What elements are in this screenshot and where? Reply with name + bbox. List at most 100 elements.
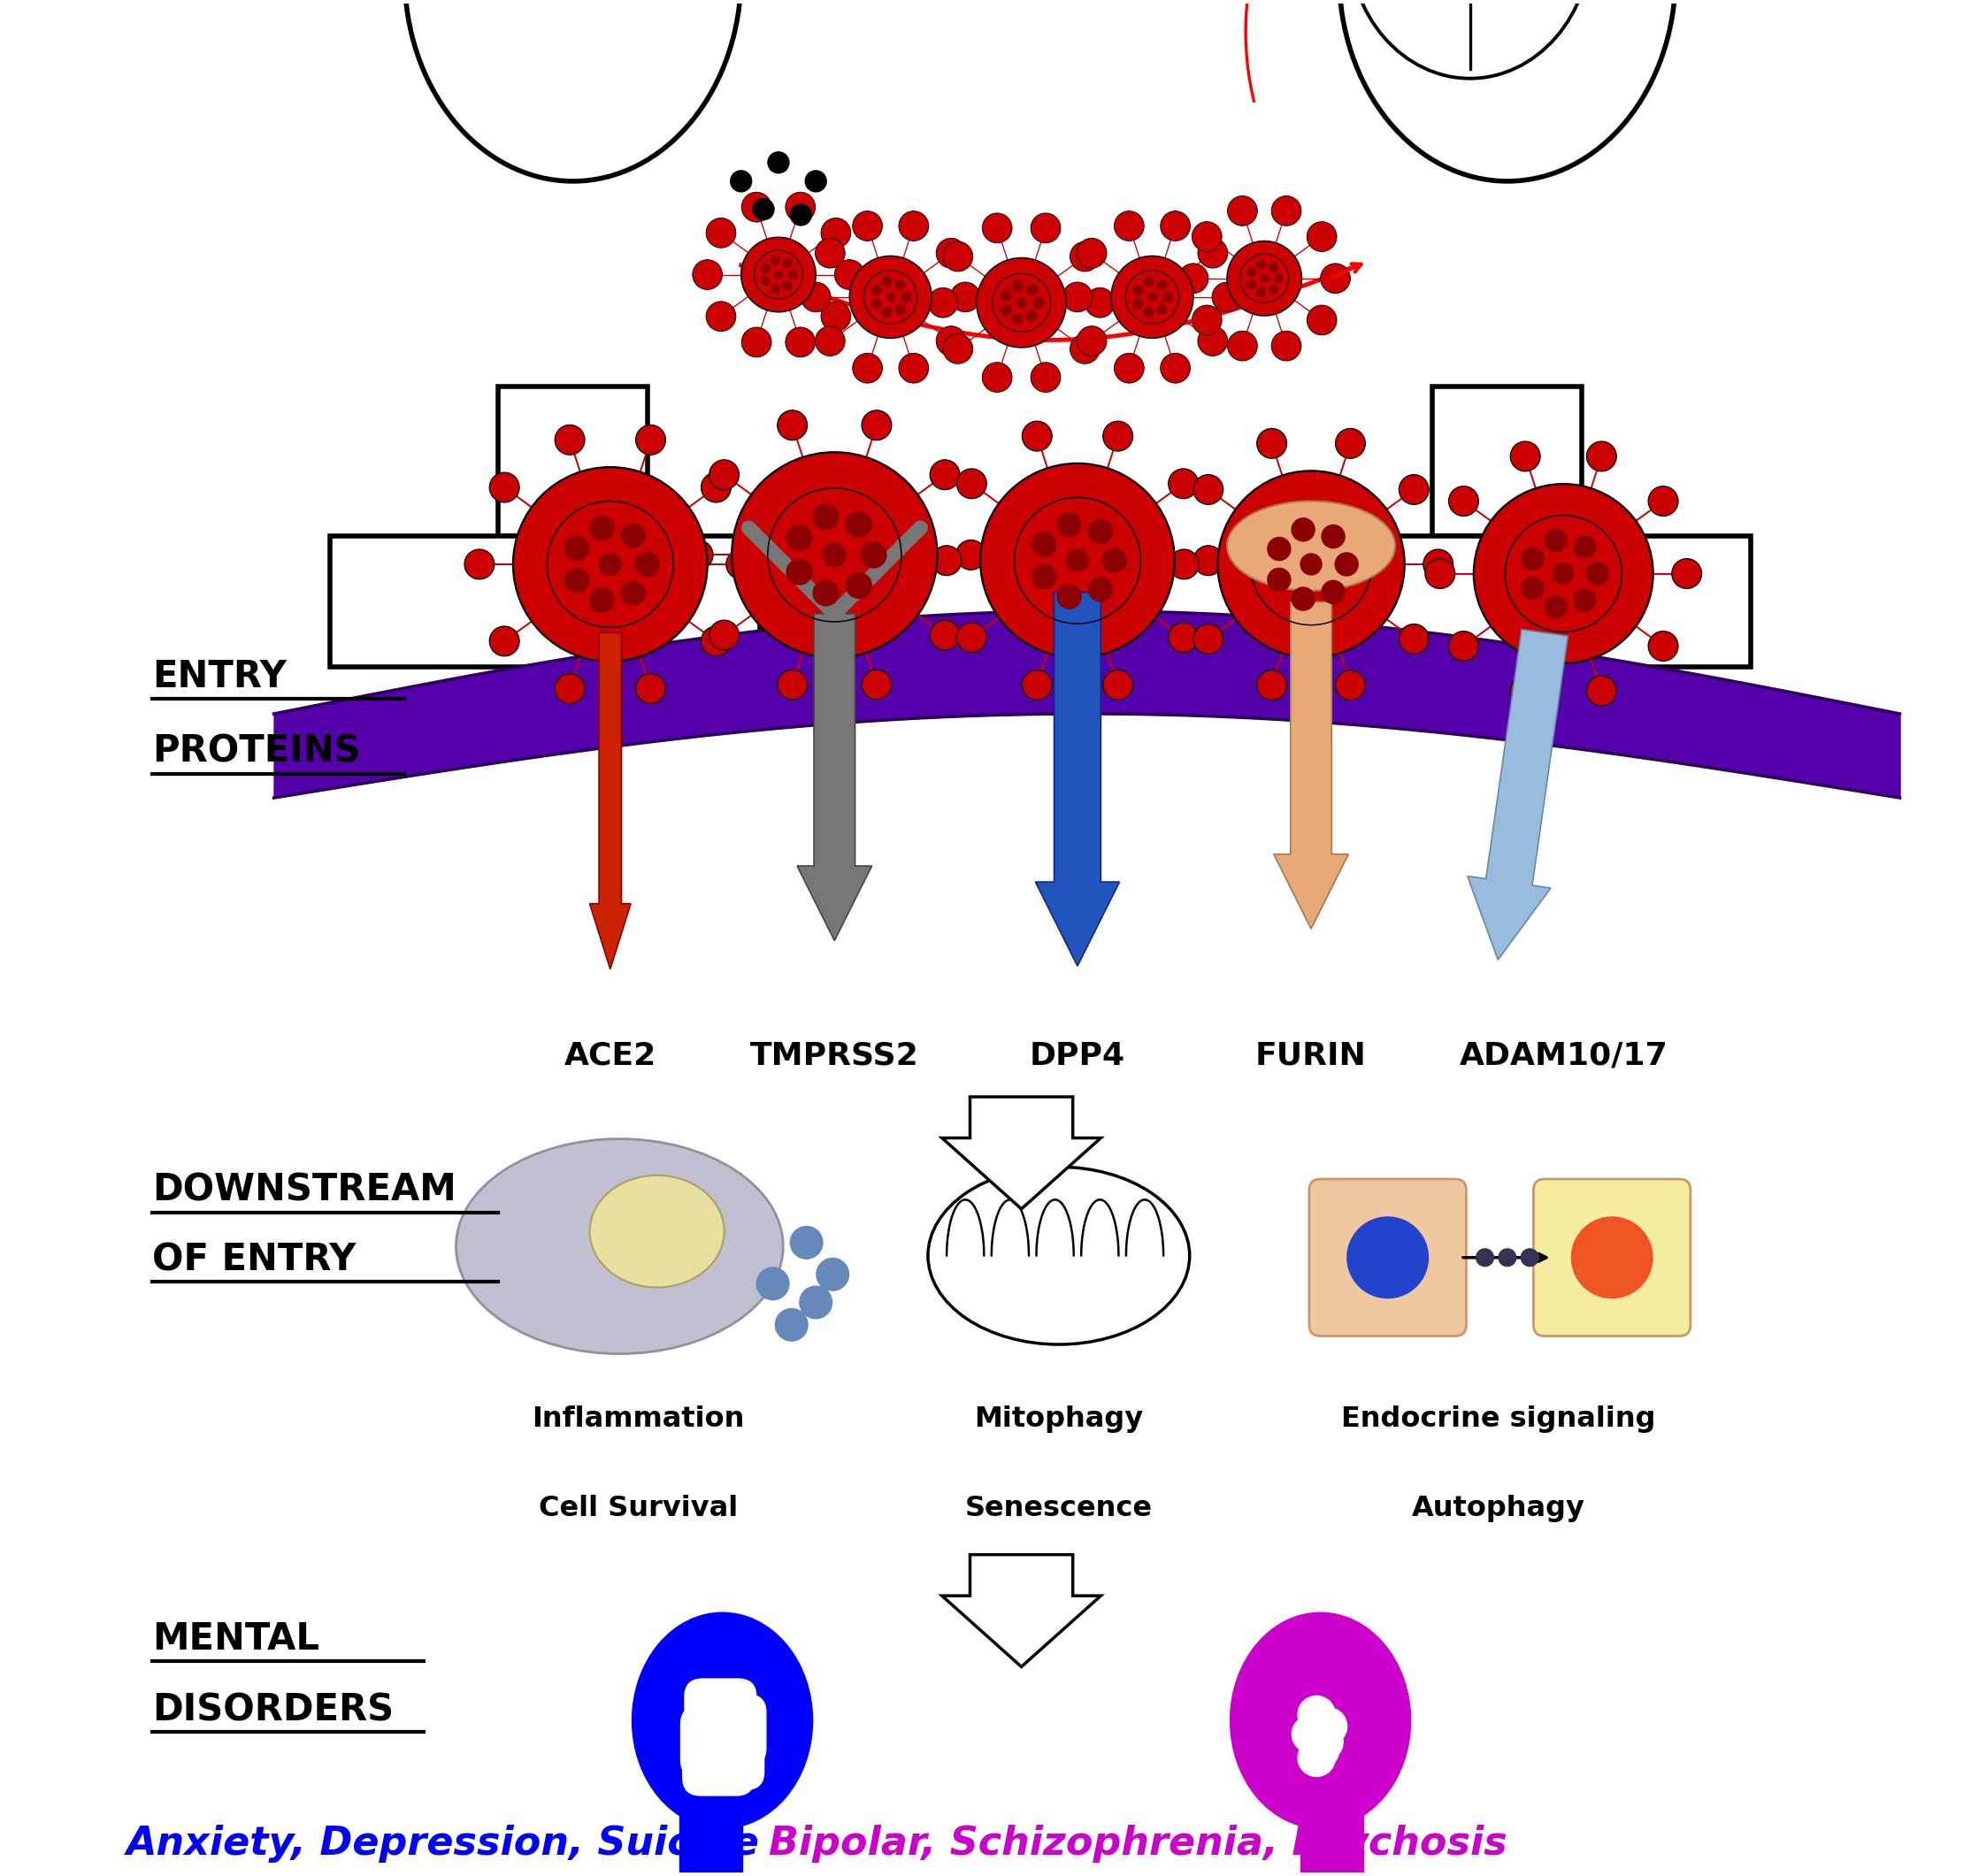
Circle shape: [1257, 428, 1287, 458]
Circle shape: [1161, 353, 1190, 383]
Circle shape: [999, 304, 1011, 315]
Circle shape: [871, 285, 881, 296]
Circle shape: [936, 238, 966, 268]
Circle shape: [928, 287, 958, 317]
Circle shape: [812, 503, 840, 531]
Text: TMPRSS2: TMPRSS2: [751, 1041, 918, 1071]
Circle shape: [930, 621, 960, 651]
Circle shape: [1192, 475, 1224, 505]
FancyBboxPatch shape: [692, 1718, 765, 1790]
Text: Cell Survival: Cell Survival: [538, 1495, 737, 1521]
Circle shape: [1346, 1216, 1429, 1298]
Text: Autophagy: Autophagy: [1411, 1495, 1585, 1521]
Ellipse shape: [1348, 0, 1591, 79]
Circle shape: [637, 426, 666, 454]
Circle shape: [706, 302, 735, 332]
Circle shape: [1336, 428, 1366, 458]
Circle shape: [1273, 274, 1283, 283]
Circle shape: [635, 552, 660, 578]
Circle shape: [1297, 1696, 1334, 1733]
Ellipse shape: [589, 1176, 723, 1287]
Circle shape: [741, 236, 816, 311]
Circle shape: [1423, 550, 1453, 580]
Circle shape: [1031, 362, 1060, 392]
Circle shape: [1571, 1216, 1654, 1298]
Circle shape: [729, 171, 753, 193]
Circle shape: [1522, 576, 1545, 600]
FancyBboxPatch shape: [680, 1705, 753, 1778]
Circle shape: [637, 673, 666, 704]
Circle shape: [846, 510, 873, 538]
Circle shape: [1267, 568, 1291, 591]
Circle shape: [741, 326, 771, 356]
Circle shape: [782, 281, 792, 291]
Ellipse shape: [455, 1139, 782, 1354]
Circle shape: [1023, 670, 1053, 700]
Circle shape: [1671, 559, 1701, 589]
Circle shape: [1027, 283, 1039, 295]
Circle shape: [942, 242, 974, 272]
Text: DISORDERS: DISORDERS: [152, 1692, 394, 1728]
Circle shape: [1076, 326, 1106, 356]
FancyBboxPatch shape: [682, 1724, 755, 1795]
Circle shape: [788, 270, 798, 280]
Text: FURIN: FURIN: [1256, 1041, 1366, 1071]
Circle shape: [1474, 484, 1654, 664]
Circle shape: [1192, 306, 1222, 336]
Circle shape: [712, 1717, 721, 1728]
Circle shape: [812, 580, 840, 606]
Circle shape: [1169, 550, 1198, 580]
Circle shape: [710, 460, 739, 490]
Circle shape: [784, 191, 816, 221]
Polygon shape: [499, 386, 648, 537]
Circle shape: [1305, 1724, 1342, 1762]
Circle shape: [1267, 537, 1291, 561]
Circle shape: [956, 540, 986, 570]
Circle shape: [589, 587, 615, 613]
Circle shape: [850, 255, 932, 338]
Circle shape: [1334, 552, 1358, 576]
Circle shape: [1104, 670, 1133, 700]
Circle shape: [1114, 210, 1143, 240]
Circle shape: [895, 280, 905, 291]
Text: DPP4: DPP4: [1029, 1041, 1125, 1071]
Circle shape: [564, 568, 589, 593]
Circle shape: [786, 559, 812, 585]
Circle shape: [1031, 565, 1056, 589]
Circle shape: [1169, 623, 1198, 653]
Circle shape: [1399, 475, 1429, 505]
Circle shape: [1133, 298, 1143, 310]
Circle shape: [741, 191, 771, 221]
Circle shape: [956, 469, 987, 499]
Circle shape: [786, 525, 812, 552]
FancyBboxPatch shape: [694, 1694, 767, 1767]
Text: Mitophagy: Mitophagy: [974, 1405, 1143, 1433]
Circle shape: [1259, 274, 1269, 283]
Circle shape: [725, 1705, 735, 1717]
FancyArrow shape: [796, 613, 871, 940]
Circle shape: [899, 353, 928, 383]
Circle shape: [1307, 221, 1336, 251]
Circle shape: [881, 276, 893, 287]
Circle shape: [1228, 330, 1257, 360]
Circle shape: [1573, 589, 1597, 612]
Circle shape: [822, 542, 848, 567]
Circle shape: [761, 276, 771, 285]
Circle shape: [1033, 296, 1045, 308]
Circle shape: [790, 204, 812, 225]
Circle shape: [621, 580, 646, 606]
Circle shape: [1543, 529, 1567, 552]
Circle shape: [1301, 553, 1323, 576]
Circle shape: [1648, 630, 1677, 660]
Circle shape: [930, 460, 960, 490]
Text: Bipolar, Schizophrenia, Psychosis: Bipolar, Schizophrenia, Psychosis: [769, 1825, 1508, 1863]
Circle shape: [1104, 422, 1133, 450]
Circle shape: [1520, 1248, 1539, 1266]
Circle shape: [956, 623, 987, 653]
Circle shape: [1476, 1248, 1494, 1266]
Circle shape: [1321, 525, 1346, 548]
Circle shape: [702, 627, 731, 657]
Circle shape: [816, 1257, 850, 1291]
Circle shape: [1648, 486, 1677, 516]
Ellipse shape: [928, 1167, 1190, 1345]
